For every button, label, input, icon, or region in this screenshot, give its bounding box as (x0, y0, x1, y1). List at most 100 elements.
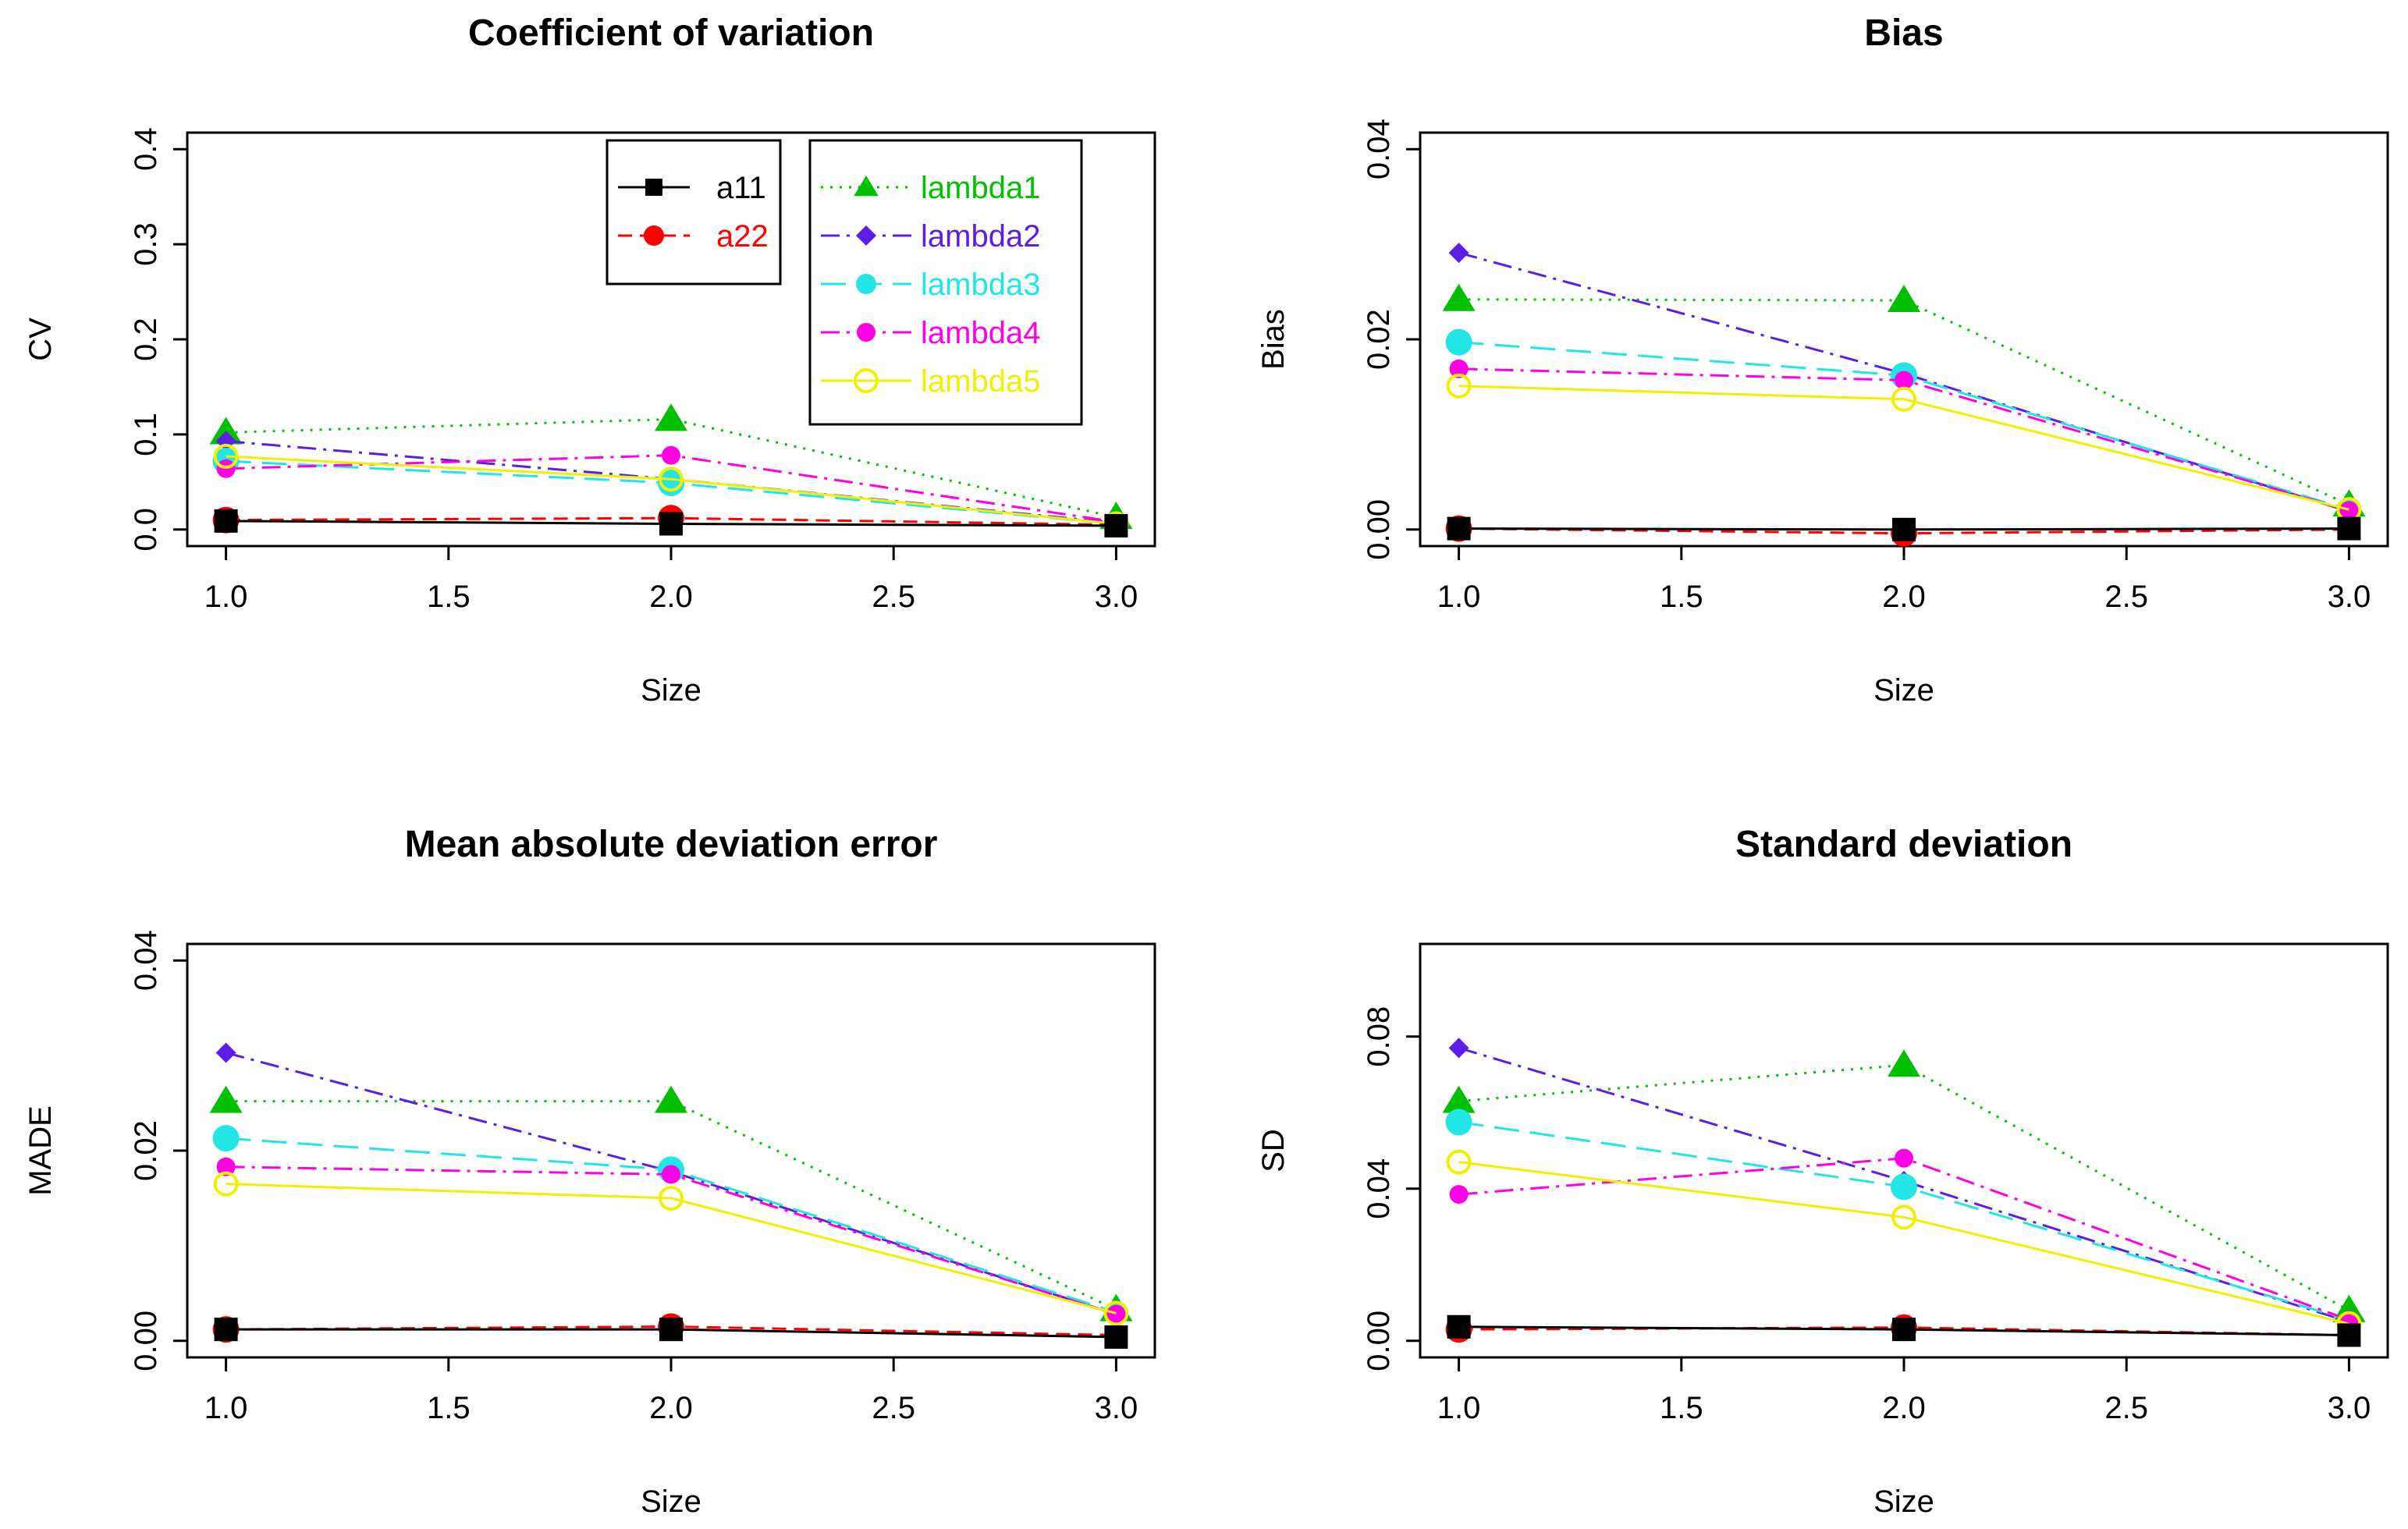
x-tick-label: 1.5 (427, 580, 471, 614)
series-lambda4 (1449, 359, 2359, 520)
data-point-lambda5 (1891, 386, 1916, 412)
x-tick-label: 1.0 (1437, 580, 1481, 614)
data-point-lambda1 (1442, 1085, 1476, 1113)
series-line-lambda2 (1458, 1046, 2349, 1323)
y-tick-label: 0.1 (129, 413, 163, 456)
data-point-lambda3 (1445, 1109, 1472, 1136)
panel-standard-deviation: Standard deviation 1.0 1.5 2.0 2.5 3.0 0.00 0.0… (1256, 824, 2389, 1519)
x-tick-label: 2.5 (872, 580, 915, 614)
chart-title: Bias (1864, 12, 1943, 54)
data-point-a11 (1892, 517, 1916, 541)
y-axis-label: MADE (23, 1105, 58, 1196)
data-point-lambda5 (1103, 1300, 1129, 1326)
data-point-lambda2 (215, 1042, 236, 1063)
x-tick-label: 2.0 (649, 1391, 693, 1425)
data-point-lambda5 (659, 467, 684, 492)
y-tick-label: 0.2 (129, 318, 163, 361)
data-point-a11 (659, 512, 683, 536)
data-point-a11 (659, 1318, 683, 1342)
legend: a11 a22 lambda1 lambda2 lambda3 lambda4 lambda… (606, 139, 1083, 426)
legend-swatch-marker (856, 225, 876, 246)
y-tick-label: 0.02 (129, 1120, 163, 1181)
data-point-a11 (1104, 1325, 1128, 1349)
panel-coefficient-of-variation: Coefficient of variation 1.0 1.5 2.0 2.5 3.0 0… (23, 12, 1156, 708)
x-axis-label: Size (641, 673, 701, 708)
data-point-lambda5 (213, 443, 239, 469)
data-point-lambda1 (655, 403, 687, 431)
legend-label: a22 (716, 219, 769, 254)
legend-entry-lambda5: lambda5 (821, 364, 1040, 399)
data-point-a11 (1892, 1318, 1916, 1342)
data-point-lambda5 (1446, 373, 1472, 399)
data-point-a11 (2337, 516, 2361, 541)
data-point-lambda1 (209, 417, 243, 445)
legend-swatch-marker (854, 368, 879, 393)
y-tick-label: 0.00 (1362, 499, 1396, 560)
y-tick-label: 0.04 (1362, 1158, 1396, 1219)
series-lambda4 (216, 1157, 1126, 1324)
series-lambda5 (1446, 1149, 2362, 1336)
series-a11 (214, 509, 1128, 537)
legend-label: lambda5 (921, 364, 1040, 399)
x-axis-label: Size (1873, 1485, 1934, 1519)
y-tick-label: 0.0 (129, 508, 163, 552)
data-point-lambda4 (1449, 359, 1469, 378)
data-point-a11 (2337, 1323, 2361, 1347)
legend-swatch-marker (857, 323, 875, 342)
x-tick-label: 1.0 (1437, 1391, 1481, 1425)
x-tick-label: 1.5 (427, 1391, 471, 1425)
x-tick-label: 2.5 (2104, 1391, 2148, 1425)
x-tick-label: 1.0 (204, 580, 248, 614)
series-lambda3 (1445, 328, 2359, 520)
x-tick-label: 1.5 (1660, 1391, 1703, 1425)
legend-entry-lambda3: lambda3 (821, 268, 1040, 302)
series-line-lambda5 (226, 1183, 1117, 1314)
legend-entry-lambda4: lambda4 (821, 316, 1040, 350)
legend-entry-a11: a11 (618, 171, 766, 205)
data-point-lambda5 (1891, 1204, 1916, 1230)
y-tick-label: 0.08 (1362, 1006, 1396, 1067)
series-line-lambda5 (1458, 385, 2349, 511)
series-line-lambda1 (226, 417, 1117, 519)
legend-swatch-marker (644, 225, 664, 246)
legend-swatch-marker (854, 176, 879, 197)
x-tick-label: 3.0 (1095, 1391, 1138, 1425)
chart-title: Standard deviation (1735, 824, 2072, 865)
series-lambda3 (1445, 1109, 2359, 1329)
data-point-lambda4 (216, 1157, 236, 1176)
data-point-lambda4 (1106, 1304, 1126, 1324)
data-point-lambda5 (213, 1171, 239, 1197)
legend-label: lambda2 (921, 219, 1040, 254)
y-axis-label: SD (1256, 1129, 1291, 1172)
data-point-lambda4 (1895, 1148, 1913, 1168)
y-tick-label: 0.02 (1362, 309, 1396, 370)
y-tick-label: 0.00 (1362, 1311, 1396, 1371)
y-tick-label: 0.04 (1362, 119, 1396, 179)
x-tick-label: 3.0 (2328, 1391, 2371, 1425)
series-a11 (1447, 1314, 2361, 1347)
y-tick-label: 0.4 (129, 127, 163, 171)
chart-title: Mean absolute deviation error (405, 824, 938, 865)
x-tick-label: 2.0 (649, 580, 693, 614)
series-line-lambda5 (226, 455, 1117, 525)
legend-label: lambda1 (921, 171, 1040, 205)
data-point-lambda4 (2339, 501, 2359, 520)
y-axis-label: CV (23, 318, 58, 361)
series-a11 (1447, 516, 2361, 541)
series-lambda1 (209, 1085, 1133, 1321)
data-point-lambda4 (1449, 1185, 1469, 1204)
series-lambda5 (1446, 373, 2362, 523)
data-point-a11 (214, 509, 238, 533)
data-point-lambda1 (1888, 285, 1920, 313)
plot-frame (186, 942, 1156, 1359)
y-axis-label: Bias (1256, 309, 1291, 370)
x-tick-label: 1.5 (1660, 580, 1703, 614)
x-tick-label: 3.0 (2328, 580, 2371, 614)
data-point-lambda4 (1895, 371, 1913, 390)
data-point-a11 (1447, 1314, 1471, 1339)
x-axis-label: Size (1873, 673, 1934, 708)
panel-bias: Bias 1.0 1.5 2.0 2.5 3.0 0.00 0.02 0.04 Size Bias (1256, 12, 2389, 708)
series-line-lambda1 (1458, 298, 2350, 506)
data-point-lambda1 (1888, 1049, 1920, 1077)
x-tick-label: 2.0 (1882, 580, 1926, 614)
